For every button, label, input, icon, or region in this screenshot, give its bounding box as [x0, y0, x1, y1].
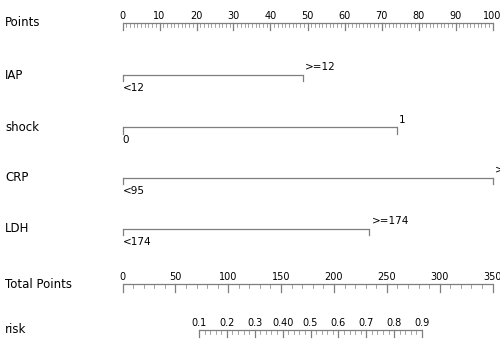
Text: <174: <174	[122, 237, 151, 247]
Text: 0.3: 0.3	[247, 318, 262, 328]
Text: 200: 200	[324, 272, 343, 282]
Text: 10: 10	[154, 10, 166, 21]
Text: 50: 50	[302, 10, 314, 21]
Text: 60: 60	[338, 10, 350, 21]
Text: 40: 40	[264, 10, 276, 21]
Text: 0: 0	[120, 272, 126, 282]
Text: 150: 150	[272, 272, 290, 282]
Text: CRP: CRP	[5, 171, 28, 185]
Text: 0.7: 0.7	[358, 318, 374, 328]
Text: IAP: IAP	[5, 68, 24, 82]
Text: 100: 100	[219, 272, 238, 282]
Text: >=174: >=174	[372, 216, 409, 226]
Text: 50: 50	[169, 272, 181, 282]
Text: >=95: >=95	[495, 165, 500, 175]
Text: <12: <12	[122, 83, 144, 93]
Text: 0.1: 0.1	[192, 318, 206, 328]
Text: 20: 20	[190, 10, 202, 21]
Text: 1: 1	[399, 114, 406, 125]
Text: >=12: >=12	[305, 62, 336, 72]
Text: 100: 100	[484, 10, 500, 21]
Text: Total Points: Total Points	[5, 278, 72, 291]
Text: 0: 0	[122, 135, 129, 146]
Text: 0.5: 0.5	[303, 318, 318, 328]
Text: 0: 0	[120, 10, 126, 21]
Text: 250: 250	[378, 272, 396, 282]
Text: 0.40: 0.40	[272, 318, 293, 328]
Text: LDH: LDH	[5, 222, 29, 235]
Text: 0.2: 0.2	[219, 318, 234, 328]
Text: <95: <95	[122, 186, 144, 196]
Text: shock: shock	[5, 121, 39, 134]
Text: risk: risk	[5, 323, 26, 336]
Text: 70: 70	[376, 10, 388, 21]
Text: 350: 350	[483, 272, 500, 282]
Text: 300: 300	[430, 272, 449, 282]
Text: 0.9: 0.9	[414, 318, 430, 328]
Text: 80: 80	[412, 10, 424, 21]
Text: Points: Points	[5, 16, 41, 29]
Text: 30: 30	[228, 10, 239, 21]
Text: 90: 90	[450, 10, 462, 21]
Text: 0.8: 0.8	[386, 318, 402, 328]
Text: 0.6: 0.6	[331, 318, 346, 328]
